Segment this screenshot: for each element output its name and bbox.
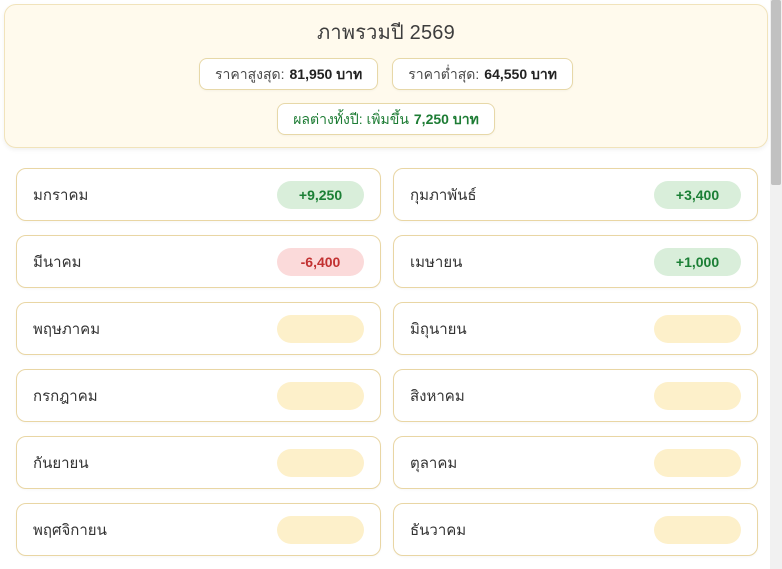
max-price-value: 81,950 บาท <box>289 66 363 82</box>
max-price-label: ราคาสูงสุด: <box>215 66 285 82</box>
month-change-badge: +1,000 <box>654 247 741 276</box>
month-card[interactable]: มกราคม +9,250 <box>16 168 381 221</box>
month-card[interactable]: กรกฎาคม <box>16 369 381 422</box>
month-change-badge: -6,400 <box>277 247 364 276</box>
yearly-difference-value: 7,250 บาท <box>413 111 479 127</box>
month-change-badge <box>654 515 741 544</box>
month-change-badge <box>654 381 741 410</box>
month-name: กุมภาพันธ์ <box>410 186 477 204</box>
min-price-label: ราคาต่ำสุด: <box>408 66 480 82</box>
min-price-value: 64,550 บาท <box>484 66 557 82</box>
month-name: กรกฎาคม <box>33 387 98 405</box>
month-change-badge <box>277 314 364 343</box>
stat-badge-min-price: ราคาต่ำสุด: 64,550 บาท <box>392 58 573 90</box>
scrollbar-thumb[interactable] <box>771 0 781 185</box>
month-name: ธันวาคม <box>410 521 467 539</box>
month-card[interactable]: พฤศจิกายน <box>16 503 381 556</box>
month-change-badge <box>277 515 364 544</box>
page-title: ภาพรวมปี 2569 <box>317 22 455 44</box>
month-change-badge: +9,250 <box>277 180 364 209</box>
yearly-difference-badge: ผลต่างทั้งปี: เพิ่มขึ้น 7,250 บาท <box>277 103 495 135</box>
month-card[interactable]: ธันวาคม <box>393 503 758 556</box>
month-card[interactable]: เมษายน +1,000 <box>393 235 758 288</box>
yearly-difference-label: ผลต่างทั้งปี: เพิ่มขึ้น <box>293 111 409 127</box>
month-change-badge <box>654 448 741 477</box>
month-name: พฤศจิกายน <box>33 521 107 539</box>
month-change-badge <box>277 381 364 410</box>
month-change-badge <box>654 314 741 343</box>
vertical-scrollbar[interactable] <box>770 0 782 569</box>
month-card[interactable]: พฤษภาคม <box>16 302 381 355</box>
month-card[interactable]: สิงหาคม <box>393 369 758 422</box>
month-change-badge: +3,400 <box>654 180 741 209</box>
month-card[interactable]: มีนาคม -6,400 <box>16 235 381 288</box>
month-name: เมษายน <box>410 253 463 271</box>
month-card[interactable]: ตุลาคม <box>393 436 758 489</box>
month-name: มิถุนายน <box>410 320 467 338</box>
stat-badge-max-price: ราคาสูงสุด: 81,950 บาท <box>199 58 379 90</box>
month-name: พฤษภาคม <box>33 320 101 338</box>
month-name: มีนาคม <box>33 253 82 271</box>
month-name: กันยายน <box>33 454 89 472</box>
months-grid: มกราคม +9,250 กุมภาพันธ์ +3,400 มีนาคม -… <box>16 168 758 556</box>
month-name: มกราคม <box>33 186 89 204</box>
yearly-difference-row: ผลต่างทั้งปี: เพิ่มขึ้น 7,250 บาท <box>5 103 767 135</box>
price-stats-row: ราคาสูงสุด: 81,950 บาท ราคาต่ำสุด: 64,55… <box>5 58 767 90</box>
month-name: ตุลาคม <box>410 454 458 472</box>
month-change-badge <box>277 448 364 477</box>
year-summary-card: ภาพรวมปี 2569 ราคาสูงสุด: 81,950 บาท ราค… <box>4 4 768 148</box>
month-card[interactable]: กันยายน <box>16 436 381 489</box>
month-name: สิงหาคม <box>410 387 465 405</box>
month-card[interactable]: กุมภาพันธ์ +3,400 <box>393 168 758 221</box>
month-card[interactable]: มิถุนายน <box>393 302 758 355</box>
